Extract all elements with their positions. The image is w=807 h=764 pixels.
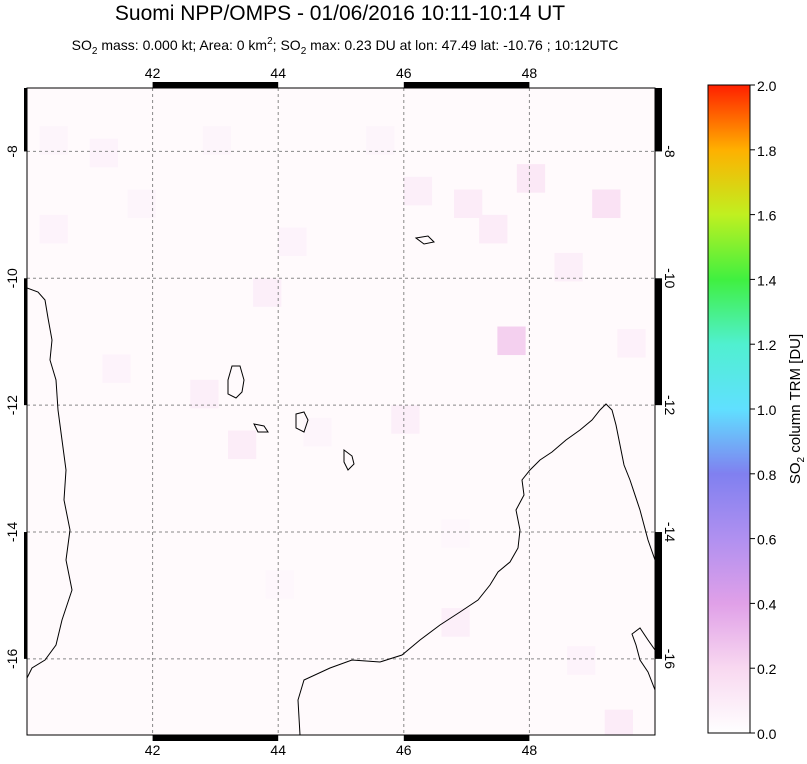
so2-cell <box>102 354 131 383</box>
so2-cell <box>567 646 596 675</box>
colorbar-tick-label: 0.0 <box>757 726 777 742</box>
so2-cell <box>441 608 470 637</box>
so2-cell <box>497 326 526 356</box>
colorbar-tick-label: 2.0 <box>757 78 777 94</box>
so2-cell <box>391 405 420 434</box>
y-tick-label: -8 <box>662 145 678 158</box>
colorbar-tick-label: 1.0 <box>757 402 777 418</box>
so2-cell <box>190 379 219 409</box>
so2-cell <box>454 189 483 219</box>
colorbar <box>707 84 751 734</box>
y-tick-label: -12 <box>4 395 20 415</box>
y-tick-label: -10 <box>662 268 678 288</box>
subtitle-part: ; SO <box>273 37 301 53</box>
map-background <box>27 88 655 735</box>
frame-bar <box>24 278 27 406</box>
subtitle-part: 2 <box>267 36 273 47</box>
colorbar-label-part: SO <box>787 462 804 484</box>
so2-cell <box>617 329 646 358</box>
y-tick-label: -12 <box>662 395 678 415</box>
so2-cell <box>303 417 332 447</box>
colorbar-tick-label: 1.2 <box>757 337 777 353</box>
coastlines <box>27 235 655 735</box>
x-tick-label: 42 <box>145 742 161 758</box>
title: Suomi NPP/OMPS - 01/06/2016 10:11-10:14 … <box>115 2 565 25</box>
frame-bar <box>655 278 662 406</box>
so2-cell <box>127 189 156 219</box>
so2-cell <box>265 570 294 599</box>
frame-bar <box>403 82 530 88</box>
colorbar-tick-label: 1.6 <box>757 208 777 224</box>
subtitle-part: 2 <box>301 46 307 57</box>
so2-cell <box>39 126 68 155</box>
frame-bar <box>152 82 279 88</box>
so2-cell <box>89 138 119 168</box>
subtitle-part: max: 0.23 DU at lon: 47.49 lat: -10.76 ;… <box>306 37 618 53</box>
y-tick-label: -14 <box>662 522 678 542</box>
so2-cell <box>479 214 508 244</box>
so2-cell <box>227 430 257 460</box>
x-tick-label: 44 <box>270 65 286 81</box>
x-tick-label: 46 <box>396 742 412 758</box>
frame-bar <box>655 88 662 152</box>
colorbar-tick-label: 0.2 <box>757 661 777 677</box>
y-tick-label: -14 <box>4 522 20 542</box>
so2-cell <box>278 227 307 257</box>
x-tick-label: 46 <box>396 65 412 81</box>
so2-cell <box>39 214 68 244</box>
colorbar-tick-label: 0.6 <box>757 532 777 548</box>
subtitle-part: SO <box>72 37 92 53</box>
y-tick-label: -10 <box>4 268 20 288</box>
x-tick-label: 42 <box>145 65 161 81</box>
x-tick-label: 48 <box>522 742 538 758</box>
so2-cell <box>253 278 282 307</box>
map-border <box>26 87 656 736</box>
so2-cell <box>202 126 232 155</box>
colorbar-label-part: column TRM [DU] <box>787 334 804 457</box>
so2-cell <box>403 176 433 206</box>
colorbar-tick-label: 1.4 <box>757 272 777 288</box>
colorbar-tick-label: 0.4 <box>757 596 777 612</box>
frame-bar <box>24 88 27 152</box>
subtitle-part: mass: 0.000 kt; Area: 0 km <box>97 37 267 53</box>
subtitle-part: 2 <box>92 46 98 57</box>
so2-cell <box>366 126 395 155</box>
so2-cell <box>516 164 546 193</box>
frame-bar <box>403 735 530 741</box>
colorbar-label-part: 2 <box>796 456 807 462</box>
so2-cell <box>441 519 470 548</box>
so2-cell <box>604 709 634 735</box>
so2-cell <box>592 189 621 219</box>
x-tick-label: 48 <box>522 65 538 81</box>
y-tick-label: -16 <box>4 649 20 669</box>
y-tick-label: -16 <box>662 649 678 669</box>
so2-cell <box>554 252 583 282</box>
subtitle: SO2 mass: 0.000 kt; Area: 0 km2; SO2 max… <box>72 36 619 57</box>
y-tick-label: -8 <box>4 145 20 158</box>
colorbar-tick-label: 1.8 <box>757 143 777 159</box>
frame-bar <box>152 735 279 741</box>
frame-bar <box>24 532 27 659</box>
colorbar-tick-label: 0.8 <box>757 467 777 483</box>
x-tick-label: 44 <box>270 742 286 758</box>
frame-bar <box>655 532 662 659</box>
colorbar-label: SO2 column TRM [DU] <box>787 334 807 484</box>
